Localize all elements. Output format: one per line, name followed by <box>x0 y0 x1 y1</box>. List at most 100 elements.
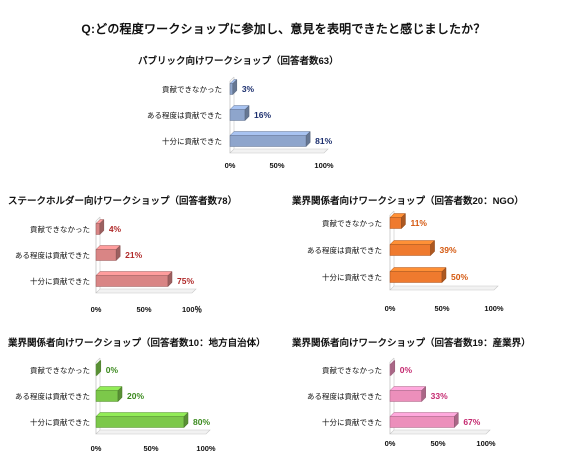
chart-title: 業界関係者向けワークショップ（回答者数10：地方自治体） <box>7 337 266 349</box>
question-title: Q:どの程度ワークショップに参加し、意見を表明できたと感じましたか？ <box>81 22 486 36</box>
chart-floor <box>389 285 499 291</box>
x-tick-label: 0% <box>225 161 236 170</box>
chart-title: ステークホルダー向けワークショップ（回答者数78） <box>8 195 237 207</box>
chart-title: パブリック向けワークショップ（回答者数63） <box>138 55 339 67</box>
bar <box>389 217 402 229</box>
data-label: 3% <box>242 84 255 94</box>
bar-top <box>389 240 436 245</box>
bar <box>389 271 443 283</box>
bar <box>229 135 307 147</box>
data-label: 4% <box>109 224 122 234</box>
category-label: 十分に貢献できた <box>162 136 222 146</box>
category-label: ある程度は貢献できた <box>15 391 90 401</box>
bar-side <box>454 411 459 429</box>
bar-side <box>305 130 311 148</box>
x-tick-label: 100% <box>314 161 334 170</box>
x-tick-label: 50% <box>136 305 151 314</box>
chart-floor <box>95 288 197 294</box>
data-label: 0% <box>106 365 119 375</box>
x-tick-label: 50% <box>434 304 449 313</box>
bar-side <box>390 359 396 377</box>
chart-wall-edge <box>95 357 101 363</box>
chart-floor <box>229 148 329 154</box>
data-label: 39% <box>440 245 457 255</box>
chart-wall-edge <box>229 76 235 82</box>
data-label: 81% <box>315 136 332 146</box>
bar-top <box>95 271 173 276</box>
x-tick-label: 100% <box>196 444 216 453</box>
category-label: 貢献できなかった <box>322 365 382 375</box>
chart-floor <box>389 429 491 435</box>
bar <box>95 223 101 235</box>
category-label: 貢献できなかった <box>30 365 90 375</box>
x-tick-label: 100% <box>476 439 496 448</box>
bar-side <box>441 266 447 284</box>
bar <box>389 244 431 256</box>
bar <box>389 416 455 428</box>
bar-side <box>115 244 121 262</box>
category-label: ある程度は貢献できた <box>307 391 382 401</box>
category-label: 十分に貢献できた <box>30 417 90 427</box>
chart-wall-edge <box>95 216 101 222</box>
x-tick-label: 0% <box>91 305 102 314</box>
bar <box>229 109 246 121</box>
data-label: 67% <box>463 417 480 427</box>
data-label: 21% <box>125 250 142 260</box>
bar-top <box>389 267 447 272</box>
category-label: ある程度は貢献できた <box>15 250 90 260</box>
x-tick-label: 50% <box>430 439 445 448</box>
category-label: 貢献できなかった <box>322 218 382 228</box>
bar <box>389 390 422 402</box>
bar-side <box>96 359 102 377</box>
chart-wall-edge <box>389 210 395 216</box>
x-tick-label: 100％ <box>182 305 203 314</box>
bar <box>95 416 185 428</box>
data-label: 75% <box>177 276 194 286</box>
bar-side <box>244 104 250 122</box>
bar-side <box>232 78 238 96</box>
x-tick-label: 50% <box>143 444 158 453</box>
bar-top <box>389 386 427 391</box>
data-label: 20% <box>127 391 144 401</box>
bar-side <box>430 239 435 257</box>
chart-industry-local-government: 業界関係者向けワークショップ（回答者数10：地方自治体） 貢献できなかった 0% ある… <box>7 337 266 453</box>
bar-top <box>95 386 123 391</box>
category-label: 貢献できなかった <box>162 84 222 94</box>
bar-side <box>167 270 173 288</box>
x-tick-label: 0% <box>385 304 396 313</box>
chart-title: 業界関係者向けワークショップ（回答者数19：産業界） <box>291 337 531 349</box>
chart-wall-edge <box>389 357 395 363</box>
bar-side <box>421 385 426 403</box>
data-label: 33% <box>431 391 448 401</box>
x-tick-label: 0% <box>91 444 102 453</box>
bar <box>229 83 234 95</box>
bar <box>95 275 169 287</box>
x-tick-label: 100% <box>484 304 504 313</box>
category-label: 十分に貢献できた <box>322 272 382 282</box>
chart-floor <box>95 429 211 435</box>
data-label: 50% <box>451 272 468 282</box>
bar-top <box>229 131 311 136</box>
data-label: 80% <box>193 417 210 427</box>
chart-public: パブリック向けワークショップ（回答者数63） 貢献できなかった 3% ある程度は貢献で… <box>138 55 339 170</box>
category-label: ある程度は貢献できた <box>307 245 382 255</box>
category-label: 十分に貢献できた <box>30 276 90 286</box>
category-label: ある程度は貢献できた <box>147 110 222 120</box>
bar <box>95 249 117 261</box>
bar-side <box>99 218 105 236</box>
bar-top <box>95 412 189 417</box>
bar-side <box>183 411 189 429</box>
x-tick-label: 0% <box>385 439 396 448</box>
bar <box>95 390 119 402</box>
data-label: 16% <box>254 110 271 120</box>
category-label: 十分に貢献できた <box>322 417 382 427</box>
bar-side <box>117 385 123 403</box>
chart-title: 業界関係者向けワークショップ（回答者数20：NGO） <box>291 195 524 207</box>
bar-top <box>389 412 459 417</box>
chart-industry-ngo: 業界関係者向けワークショップ（回答者数20：NGO） 貢献できなかった 11% ある程… <box>291 195 524 313</box>
data-label: 11% <box>410 218 427 228</box>
category-label: 貢献できなかった <box>30 224 90 234</box>
bar-side <box>401 212 406 230</box>
x-tick-label: 50% <box>269 161 284 170</box>
data-label: 0% <box>400 365 413 375</box>
